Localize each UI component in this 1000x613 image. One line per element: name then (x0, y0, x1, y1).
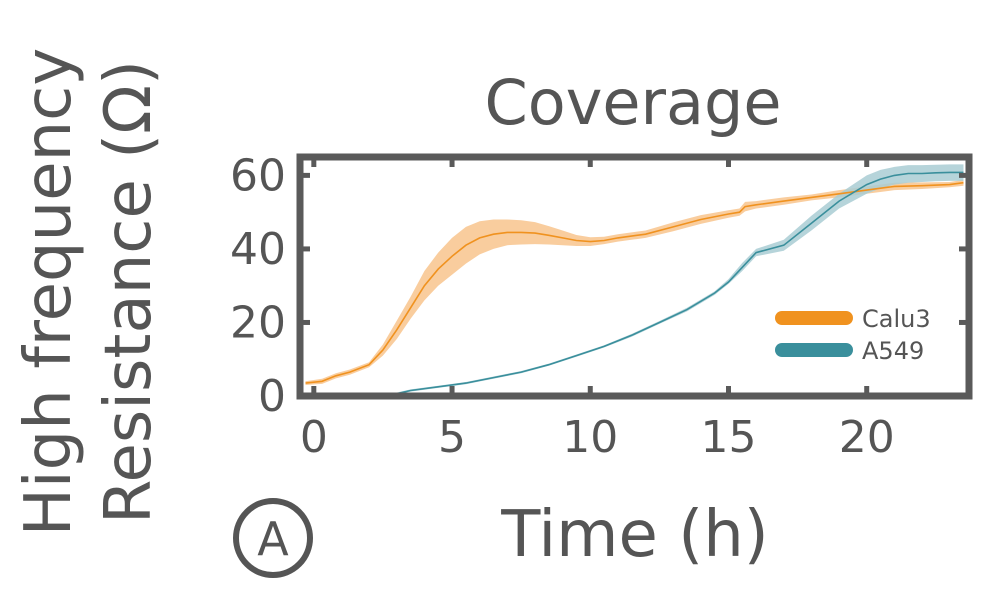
line-calu3 (305, 181, 964, 384)
y-tick-label-0: 0 (258, 371, 286, 422)
plot-frame (296, 153, 973, 400)
y-axis-label-line1: High frequency (12, 48, 86, 536)
legend-label-calu3: Calu3 (862, 305, 931, 333)
panel-label-circle (233, 498, 313, 578)
x-tick-labels: 0 5 10 15 20 (300, 412, 895, 463)
x-tick-label-20: 20 (839, 412, 895, 463)
panel-label: A (257, 512, 289, 566)
x-tick-label-5: 5 (438, 412, 466, 463)
chart-title: Coverage (484, 66, 781, 139)
x-axis-label: Time (h) (500, 498, 768, 572)
y-axis-label-line2: Resistance (Ω) (92, 60, 166, 524)
x-tick-label-15: 15 (700, 412, 756, 463)
line-a549 (305, 171, 964, 397)
y-tick-label-60: 60 (230, 150, 286, 201)
legend-label-a549: A549 (862, 337, 924, 365)
confidence-bands (305, 164, 964, 396)
y-tick-label-40: 40 (230, 224, 286, 275)
y-tick-labels: 0 20 40 60 (230, 150, 286, 422)
series-lines (305, 171, 964, 397)
band-calu3 (305, 179, 964, 385)
x-tick-label-10: 10 (562, 412, 618, 463)
y-tick-label-20: 20 (230, 297, 286, 348)
x-tick-label-0: 0 (300, 412, 328, 463)
legend: Calu3 A549 (775, 305, 931, 365)
axis-ticks (300, 157, 969, 399)
